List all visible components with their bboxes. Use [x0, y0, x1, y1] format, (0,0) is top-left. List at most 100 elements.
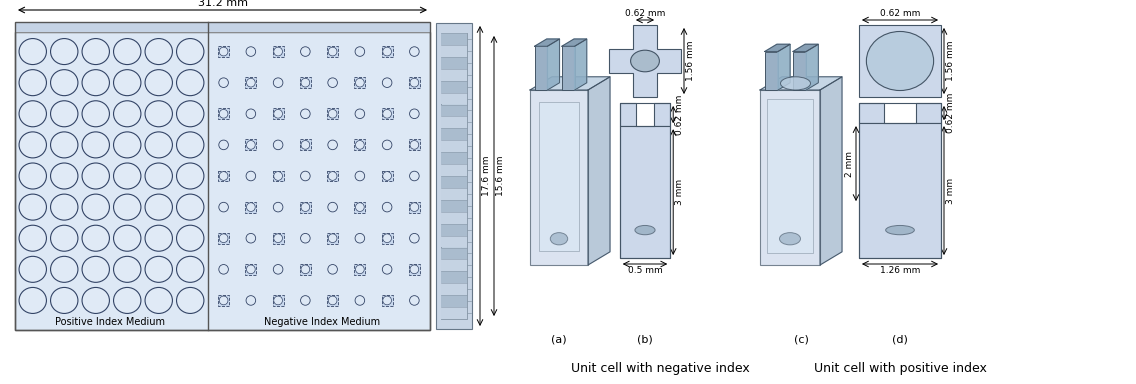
Bar: [218, 108, 229, 119]
Text: 2 mm: 2 mm: [845, 151, 854, 177]
Ellipse shape: [19, 257, 47, 282]
Circle shape: [274, 78, 283, 88]
Circle shape: [247, 265, 256, 274]
Text: 0.62 mm: 0.62 mm: [675, 94, 684, 135]
Circle shape: [219, 202, 228, 212]
Ellipse shape: [51, 101, 78, 127]
Bar: [441, 212, 467, 223]
Circle shape: [410, 265, 419, 274]
Circle shape: [301, 296, 310, 305]
Circle shape: [219, 265, 228, 274]
Ellipse shape: [82, 70, 109, 96]
Circle shape: [410, 78, 419, 87]
Ellipse shape: [780, 77, 810, 90]
Ellipse shape: [779, 233, 801, 245]
Circle shape: [410, 47, 419, 56]
Circle shape: [383, 78, 392, 88]
Ellipse shape: [114, 288, 141, 313]
Ellipse shape: [19, 194, 47, 220]
Bar: [859, 123, 941, 258]
Ellipse shape: [51, 225, 78, 251]
Bar: [441, 116, 467, 128]
Bar: [441, 33, 467, 45]
Bar: [245, 139, 257, 151]
Bar: [327, 170, 339, 182]
Bar: [218, 46, 229, 57]
Polygon shape: [793, 44, 818, 51]
Text: 0.5 mm: 0.5 mm: [627, 266, 662, 275]
Polygon shape: [575, 39, 587, 90]
Bar: [300, 139, 311, 151]
Circle shape: [383, 140, 392, 150]
Bar: [382, 233, 393, 244]
Ellipse shape: [114, 257, 141, 282]
Bar: [531, 90, 588, 265]
Ellipse shape: [51, 257, 78, 282]
Bar: [441, 271, 467, 283]
Polygon shape: [588, 77, 610, 265]
Circle shape: [301, 109, 310, 119]
Bar: [300, 77, 311, 88]
Ellipse shape: [176, 163, 204, 189]
Text: 3 mm: 3 mm: [675, 179, 684, 205]
Bar: [327, 233, 339, 244]
Text: Negative Index Medium: Negative Index Medium: [264, 317, 381, 327]
Ellipse shape: [145, 257, 173, 282]
Bar: [765, 51, 778, 90]
Circle shape: [301, 78, 310, 87]
Bar: [620, 126, 670, 258]
Ellipse shape: [51, 70, 78, 96]
Text: 1.56 mm: 1.56 mm: [686, 41, 695, 81]
Bar: [441, 45, 467, 57]
Ellipse shape: [145, 70, 173, 96]
Bar: [441, 57, 467, 69]
Circle shape: [301, 265, 310, 274]
Ellipse shape: [19, 225, 47, 251]
Circle shape: [383, 109, 392, 118]
Circle shape: [247, 203, 256, 212]
Circle shape: [356, 296, 365, 305]
Ellipse shape: [176, 132, 204, 158]
Bar: [245, 264, 257, 275]
Ellipse shape: [550, 233, 568, 245]
Text: 3 mm: 3 mm: [946, 177, 955, 204]
Ellipse shape: [114, 38, 141, 65]
Bar: [300, 202, 311, 213]
Circle shape: [356, 203, 365, 212]
Circle shape: [410, 203, 419, 212]
Circle shape: [301, 171, 310, 181]
Text: (b): (b): [637, 335, 653, 345]
Text: 0.62 mm: 0.62 mm: [946, 93, 955, 133]
Ellipse shape: [635, 225, 655, 235]
Circle shape: [219, 140, 228, 150]
Circle shape: [274, 265, 283, 274]
Circle shape: [383, 172, 392, 180]
Bar: [409, 264, 420, 275]
Text: 0.62 mm: 0.62 mm: [625, 9, 666, 18]
Circle shape: [328, 296, 337, 305]
Circle shape: [247, 171, 256, 181]
Ellipse shape: [82, 101, 109, 127]
Ellipse shape: [114, 132, 141, 158]
Circle shape: [247, 78, 256, 87]
Circle shape: [219, 78, 228, 88]
Circle shape: [274, 109, 283, 118]
Circle shape: [356, 141, 365, 149]
Circle shape: [247, 296, 256, 305]
Ellipse shape: [630, 50, 659, 72]
Circle shape: [274, 140, 283, 150]
Circle shape: [274, 234, 283, 243]
Text: Positive Index Medium: Positive Index Medium: [56, 317, 166, 327]
Text: 31.2 mm: 31.2 mm: [198, 0, 248, 8]
Circle shape: [274, 47, 283, 56]
Bar: [218, 233, 229, 244]
Bar: [382, 46, 393, 57]
Polygon shape: [778, 44, 791, 90]
Polygon shape: [548, 39, 560, 90]
Bar: [441, 235, 467, 248]
Bar: [273, 170, 284, 182]
Ellipse shape: [145, 225, 173, 251]
Bar: [327, 46, 339, 57]
Ellipse shape: [176, 257, 204, 282]
Bar: [441, 93, 467, 104]
